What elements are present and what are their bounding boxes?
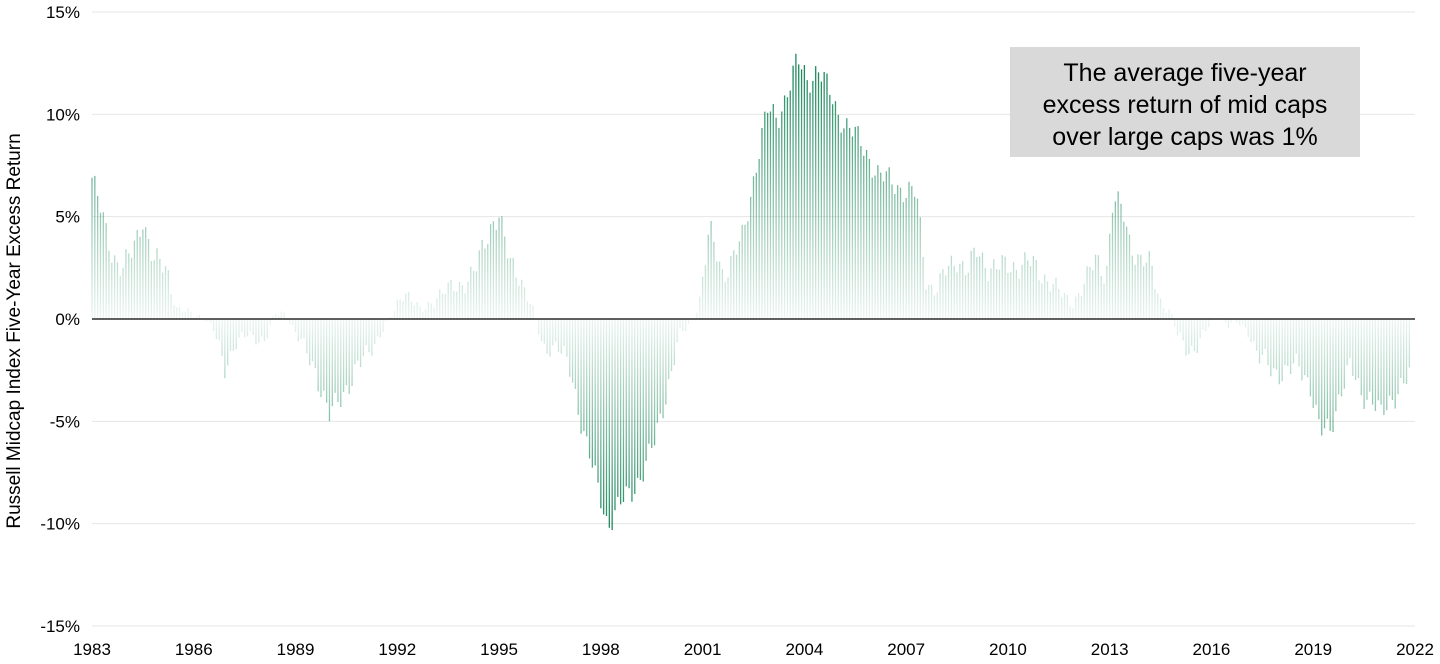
x-tick-label: 2004 [785,640,823,659]
y-tick-label: -10% [40,515,80,534]
y-tick-label: -15% [40,617,80,636]
x-tick-label: 1986 [175,640,213,659]
y-tick-label: 15% [46,3,80,22]
x-tick-label: 2022 [1396,640,1434,659]
x-tick-label: 1995 [480,640,518,659]
y-axis-ticks: 15% 10% 5% 0% -5% -10% -15% [40,3,80,636]
annotation-line-1: The average five-year [1063,59,1306,87]
annotation-line-2: excess return of mid caps [1043,91,1328,119]
x-axis-ticks: 1983 1986 1989 1992 1995 1998 2001 2004 2007 2010… [73,640,1434,659]
annotation-background [1010,47,1360,157]
x-tick-label: 1998 [582,640,620,659]
x-tick-label: 1983 [73,640,111,659]
bar-series [91,53,1410,531]
x-tick-label: 2016 [1193,640,1231,659]
x-tick-label: 2013 [1091,640,1129,659]
x-tick-label: 1989 [277,640,315,659]
x-tick-label: 2019 [1294,640,1332,659]
x-tick-label: 2010 [989,640,1027,659]
x-tick-label: 2001 [684,640,722,659]
y-tick-label: 5% [55,208,80,227]
y-tick-label: 0% [55,310,80,329]
y-tick-label: 10% [46,105,80,124]
y-axis-label: Russell Midcap Index Five-Year Excess Re… [4,133,25,528]
annotation-box: The average five-year excess return of m… [1010,47,1360,157]
y-tick-label: -5% [50,412,80,431]
x-tick-label: 1992 [378,640,416,659]
annotation-line-3: over large caps was 1% [1052,123,1317,151]
x-tick-label: 2007 [887,640,925,659]
